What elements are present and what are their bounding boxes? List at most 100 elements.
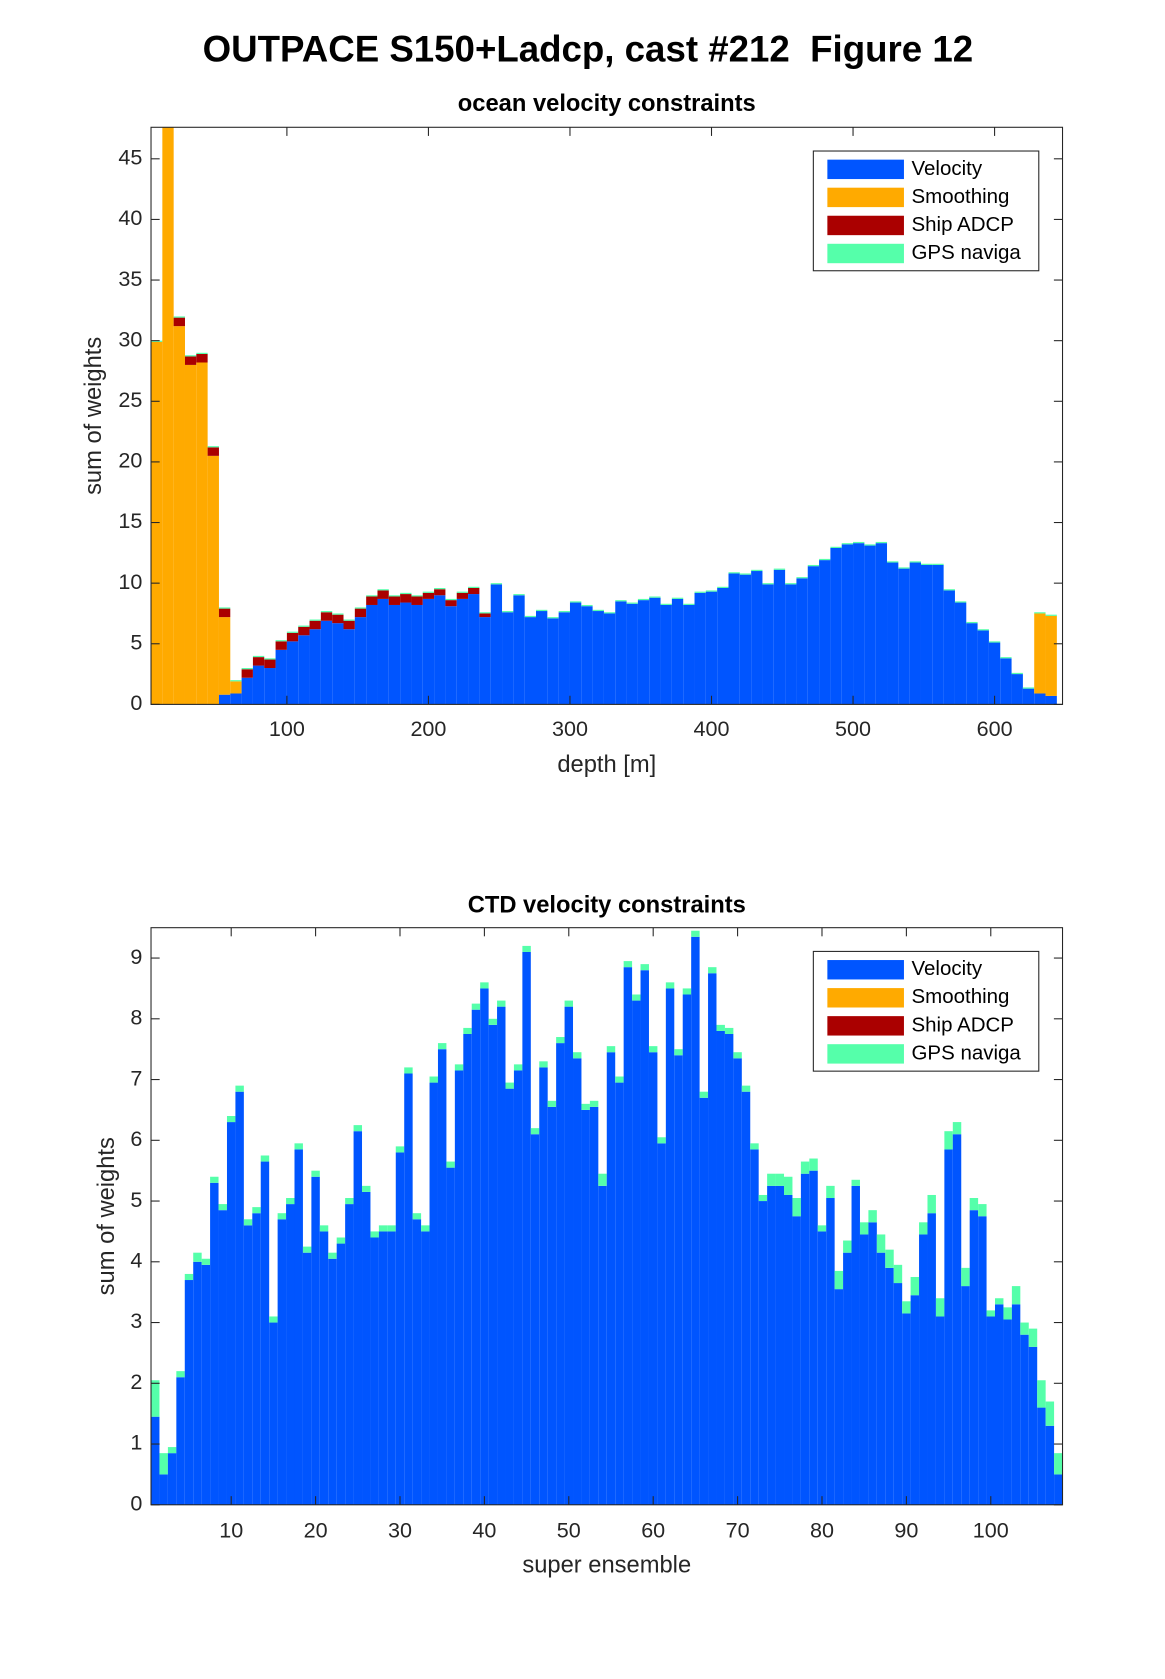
bar-segment	[162, 127, 174, 705]
x-tick-label: 50	[557, 1517, 581, 1542]
bar-segment	[264, 668, 276, 705]
bar-segment	[151, 1380, 160, 1417]
y-tick-label: 5	[130, 1187, 142, 1212]
bar-segment	[471, 1009, 481, 1505]
bar-segment	[603, 612, 616, 614]
bar-segment	[573, 1052, 582, 1059]
bar-segment	[400, 592, 412, 595]
bar-segment	[468, 586, 480, 589]
bar-segment	[332, 623, 344, 705]
bar-segment	[446, 1167, 455, 1505]
bar-segment	[902, 1301, 911, 1314]
bar-segment	[294, 1143, 303, 1150]
y-tick-label: 9	[130, 944, 142, 969]
legend-label: Smoothing	[912, 985, 1010, 1008]
x-tick-label: 80	[810, 1517, 834, 1542]
bar-segment	[792, 1198, 801, 1217]
bar-segment	[817, 1231, 827, 1505]
bar-segment	[167, 1453, 177, 1505]
bar-segment	[932, 564, 944, 705]
bar-segment	[269, 1316, 278, 1323]
bar-segment	[819, 560, 831, 705]
bar-segment	[648, 1046, 658, 1053]
bar-segment	[826, 1198, 835, 1505]
bar-segment	[536, 609, 548, 612]
bar-segment	[345, 1198, 354, 1205]
bar-segment	[328, 1258, 337, 1505]
bar-segment	[739, 574, 752, 705]
bar-segment	[944, 1149, 953, 1505]
bar-segment	[547, 617, 559, 619]
bar-segment	[830, 547, 842, 705]
bar-segment	[193, 1261, 202, 1505]
bar-segment	[252, 1207, 261, 1214]
bar-segment	[354, 608, 367, 618]
bar-segment	[547, 1100, 557, 1107]
bar-segment	[606, 1052, 616, 1505]
bar-segment	[497, 1006, 506, 1505]
bar-segment	[623, 967, 633, 1505]
bar-segment	[807, 564, 820, 567]
bar-segment	[320, 620, 333, 705]
bar-segment	[961, 1286, 970, 1505]
bar-segment	[539, 1067, 548, 1505]
bar-segment	[868, 1210, 877, 1223]
bar-segment	[569, 601, 582, 603]
bar-segment	[592, 611, 604, 705]
bar-segment	[674, 1055, 683, 1505]
bar-segment	[558, 611, 570, 613]
bar-segment	[286, 1198, 295, 1205]
bar-segment	[354, 617, 367, 705]
bar-segment	[1045, 615, 1057, 696]
bar-segment	[1011, 1304, 1021, 1505]
bar-segment	[522, 945, 531, 952]
x-tick-label: 90	[894, 1517, 918, 1542]
bar-segment	[353, 1125, 363, 1132]
bar-segment	[524, 615, 537, 618]
bar-segment	[488, 1024, 498, 1505]
bar-segment	[935, 1316, 945, 1505]
bar-segment	[751, 569, 763, 572]
bar-segment	[277, 1219, 287, 1505]
bar-segment	[943, 590, 955, 705]
x-tick-label: 60	[641, 1517, 665, 1542]
bar-segment	[302, 1246, 312, 1253]
y-tick-label: 20	[118, 448, 142, 473]
bar-segment	[320, 612, 333, 621]
bar-segment	[230, 680, 242, 682]
bar-segment	[978, 1204, 987, 1217]
bar-segment	[167, 1447, 177, 1454]
bar-segment	[1034, 613, 1046, 694]
bar-segment	[196, 362, 208, 705]
bar-segment	[919, 1222, 928, 1235]
bar-segment	[264, 659, 276, 669]
bar-segment	[573, 1058, 582, 1505]
bar-segment	[750, 1143, 759, 1150]
bar-segment	[952, 1134, 962, 1505]
bar-segment	[260, 1161, 270, 1505]
bar-segment	[932, 563, 944, 565]
bar-segment	[454, 1070, 464, 1505]
bar-segment	[422, 598, 435, 705]
y-tick-label: 45	[118, 145, 142, 170]
bar-segment	[201, 1264, 211, 1505]
legend-swatch	[827, 159, 904, 180]
bar-segment	[235, 1091, 244, 1505]
panel-title: ocean velocity constraints	[458, 91, 756, 117]
bar-segment	[694, 591, 706, 593]
bar-segment	[796, 577, 808, 579]
bar-segment	[1000, 658, 1012, 705]
bar-segment	[717, 588, 729, 705]
bar-segment	[592, 609, 604, 612]
bar-segment	[207, 447, 219, 456]
bar-segment	[773, 569, 786, 705]
bar-segment	[456, 598, 469, 705]
bar-segment	[717, 586, 729, 589]
bar-segment	[480, 982, 489, 989]
bar-segment	[876, 1234, 886, 1253]
bar-segment	[564, 1006, 574, 1505]
bar-segment	[800, 1173, 810, 1505]
bar-segment	[286, 632, 299, 642]
bar-segment	[176, 1371, 185, 1378]
bar-segment	[986, 1316, 996, 1505]
